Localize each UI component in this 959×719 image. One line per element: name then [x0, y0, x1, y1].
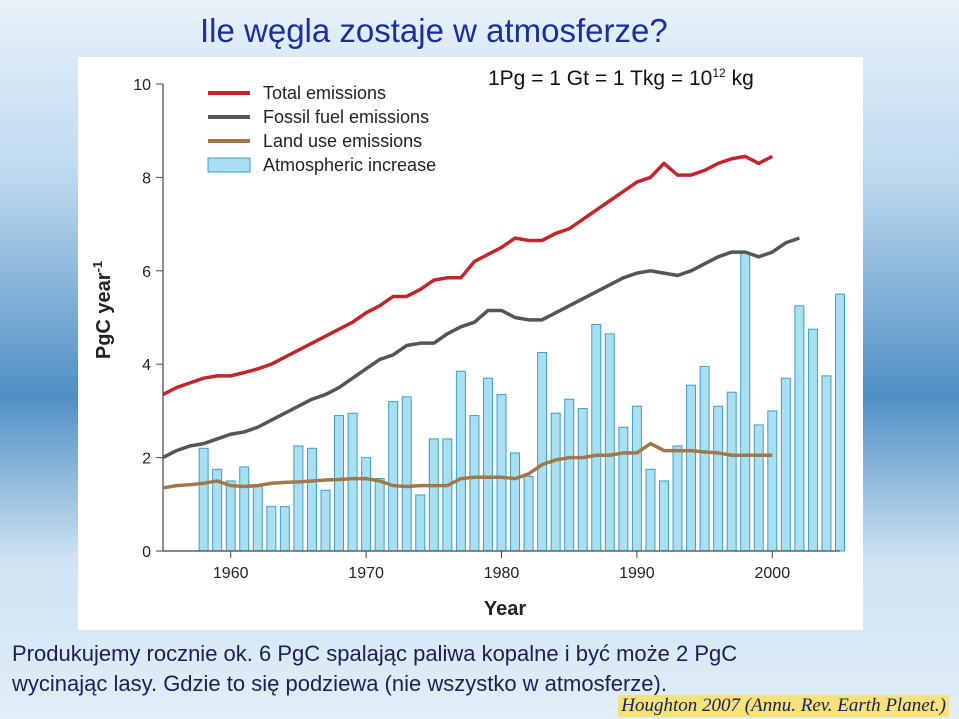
- bar: [239, 466, 250, 552]
- legend-swatch: [207, 157, 251, 173]
- bar: [672, 445, 683, 552]
- bar: [442, 438, 453, 552]
- slide-title: Ile węgla zostaje w atmosferze?: [200, 12, 668, 49]
- bar: [645, 468, 656, 552]
- bar: [713, 405, 724, 552]
- bar: [361, 457, 372, 552]
- bar: [794, 305, 805, 552]
- x-tick-label: 1980: [484, 565, 520, 582]
- x-axis-label: Year: [484, 598, 526, 620]
- unit-note: 1Pg = 1 Gt = 1 Tkg = 1012 kg: [488, 66, 754, 91]
- x-tick-label: 1970: [348, 565, 384, 582]
- bar: [388, 401, 399, 552]
- bar: [428, 438, 439, 552]
- bar: [591, 324, 602, 552]
- bar: [306, 447, 317, 552]
- x-tick-label: 1990: [619, 565, 655, 582]
- note-exponent: 12: [712, 66, 726, 80]
- legend-label: Atmospheric increase: [263, 155, 436, 175]
- bar: [726, 391, 737, 552]
- bar: [198, 447, 209, 552]
- bar: [293, 445, 304, 552]
- y-label-base: PgC year: [93, 272, 115, 359]
- bar: [482, 377, 493, 552]
- bar: [631, 405, 642, 552]
- y-tick-label: 4: [142, 357, 151, 374]
- bar: [374, 478, 385, 552]
- bar: [347, 412, 358, 552]
- bar: [835, 293, 845, 552]
- bar: [455, 370, 466, 552]
- bar: [699, 366, 710, 552]
- bar: [577, 408, 588, 552]
- bar: [225, 480, 236, 552]
- bar: [334, 415, 345, 552]
- legend-label: Fossil fuel emissions: [263, 107, 429, 127]
- series-line: [162, 236, 800, 460]
- bar: [686, 384, 697, 552]
- y-label-exponent: -1: [90, 261, 105, 273]
- x-tick-label: 1960: [213, 565, 249, 582]
- y-tick-label: 8: [142, 170, 151, 187]
- series-line: [162, 154, 774, 397]
- bar: [537, 352, 548, 552]
- y-tick-label: 6: [142, 264, 151, 281]
- bar: [320, 489, 331, 552]
- bar: [469, 415, 480, 552]
- bar: [658, 480, 669, 552]
- bar: [496, 394, 507, 552]
- bar: [415, 494, 426, 552]
- bar: [618, 426, 629, 552]
- legend-label: Land use emissions: [263, 131, 422, 151]
- bar: [523, 475, 534, 552]
- caption-line: Produkujemy rocznie ok. 6 PgC spalając p…: [12, 641, 738, 666]
- y-tick-label: 2: [142, 451, 151, 468]
- bar: [279, 506, 290, 552]
- bar: [821, 375, 832, 552]
- caption-line: wycinając lasy. Gdzie to się podziewa (n…: [12, 671, 667, 696]
- bar: [780, 377, 791, 552]
- bar: [252, 485, 263, 552]
- bar: [550, 412, 561, 552]
- note-base: 1Pg = 1 Gt = 1 Tkg = 10: [488, 67, 713, 90]
- y-tick-label: 0: [142, 544, 151, 561]
- bar: [604, 333, 615, 552]
- legend-label: Total emissions: [263, 83, 386, 103]
- bar: [401, 396, 412, 552]
- bar: [807, 328, 818, 552]
- bar: [510, 452, 521, 552]
- credit: Houghton 2007 (Annu. Rev. Earth Planet.): [618, 695, 949, 717]
- note-unit: kg: [731, 67, 754, 90]
- series-line: [162, 441, 773, 490]
- bar: [767, 410, 778, 552]
- bar: [740, 251, 751, 552]
- y-axis-label: PgC year-1: [90, 261, 115, 359]
- bar: [564, 398, 575, 552]
- bar: [266, 506, 277, 552]
- y-tick-label: 10: [133, 77, 151, 94]
- x-tick-label: 2000: [755, 565, 791, 582]
- bar: [753, 424, 764, 552]
